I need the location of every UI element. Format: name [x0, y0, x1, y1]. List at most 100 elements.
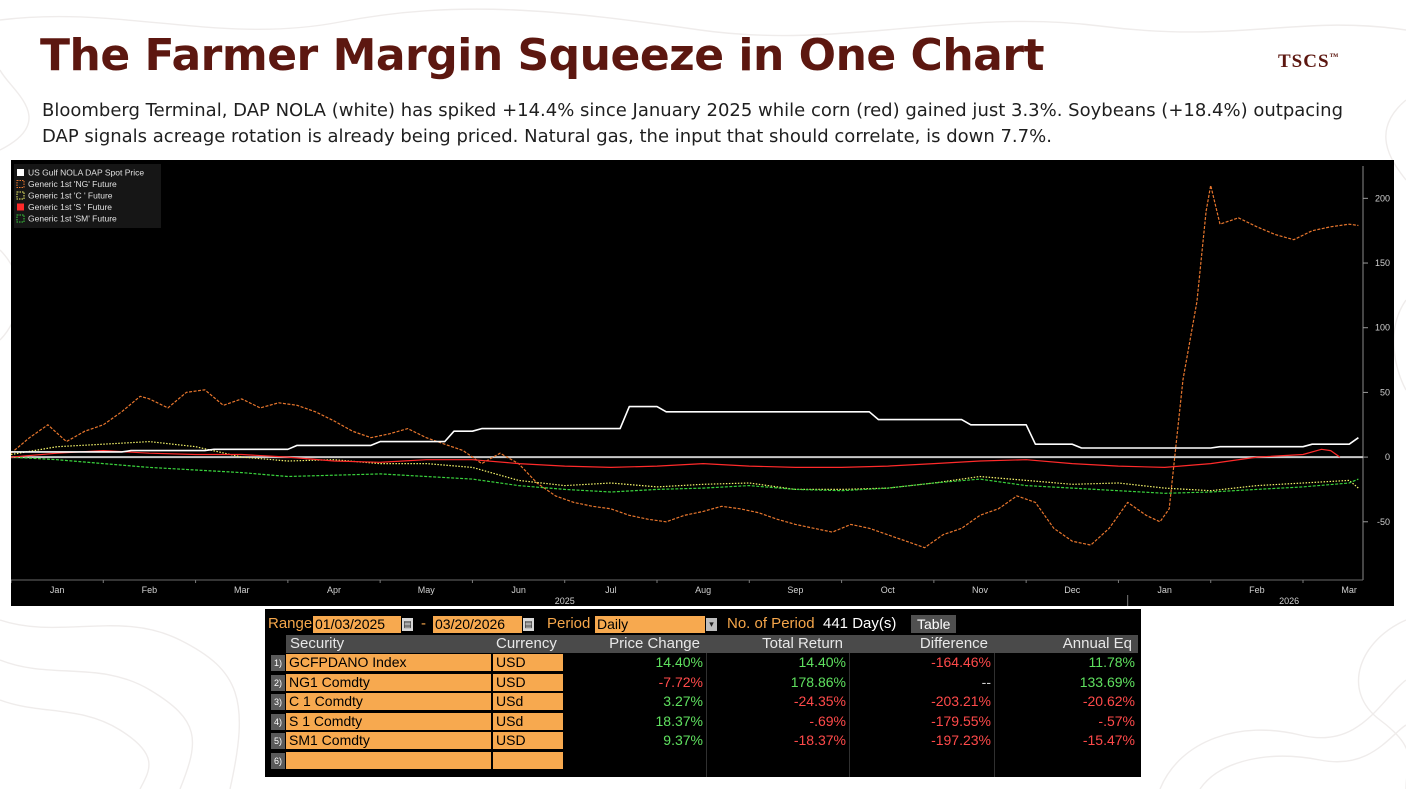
- x-tick-label: Apr: [327, 585, 341, 595]
- x-tick-label: Sep: [787, 585, 803, 595]
- total-return-cell: 14.40%: [798, 654, 846, 670]
- bloomberg-table-panel: Range 01/03/2025 ▤ - 03/20/2026 ▤ Period…: [265, 609, 1141, 777]
- end-date-field[interactable]: 03/20/2026: [433, 616, 522, 633]
- difference-cell: -179.55%: [931, 712, 991, 729]
- row-number: 4): [271, 713, 285, 730]
- security-cell[interactable]: [286, 751, 491, 769]
- brand-name: TSCS: [1278, 51, 1330, 72]
- range-label: Range: [268, 615, 313, 632]
- price-change-cell: -7.72%: [658, 673, 703, 690]
- col-annual-eq-header[interactable]: Annual Eq: [994, 635, 1138, 653]
- legend-label-3: Generic 1st 'S ' Future: [28, 202, 112, 212]
- annual-eq-cell: 11.78%: [1088, 654, 1135, 670]
- legend-marker-1: [16, 180, 25, 188]
- page-title: The Farmer Margin Squeeze in One Chart: [40, 30, 1045, 81]
- price-change-cell: 9.37%: [663, 732, 703, 748]
- difference-cell: -203.21%: [931, 693, 991, 709]
- total-return-cell: -18.37%: [793, 732, 846, 748]
- x-tick-label: Jun: [511, 585, 526, 595]
- difference-cell: [849, 752, 994, 769]
- security-cell[interactable]: C 1 Comdty: [286, 693, 491, 710]
- y-tick-label: -50: [1377, 517, 1390, 527]
- x-tick-label: Jan: [50, 585, 65, 595]
- column-divider: [706, 653, 707, 777]
- col-difference-header[interactable]: Difference: [849, 635, 994, 653]
- series-line-1: [11, 184, 1359, 549]
- x-tick-label: Jul: [605, 585, 617, 595]
- price-change-cell: [564, 752, 706, 769]
- range-dash: -: [421, 615, 426, 632]
- security-cell[interactable]: NG1 Comdty: [286, 673, 491, 691]
- legend-label-1: Generic 1st 'NG' Future: [28, 179, 117, 189]
- row-number: 3): [271, 694, 285, 710]
- total-return-cell: -.69%: [809, 712, 846, 729]
- series-line-0: [11, 405, 1359, 453]
- nperiod-value: 441 Day(s): [823, 615, 897, 632]
- y-tick-label: 50: [1380, 387, 1390, 397]
- x-tick-label: Nov: [972, 585, 989, 595]
- year-label: 2025: [555, 596, 575, 606]
- annual-eq-cell: 133.69%: [1079, 673, 1135, 690]
- annual-eq-cell: -.57%: [1098, 712, 1135, 729]
- security-cell[interactable]: S 1 Comdty: [286, 712, 491, 730]
- table-button[interactable]: Table: [911, 615, 957, 633]
- nperiod-label: No. of Period: [727, 615, 815, 632]
- series-line-2: [11, 441, 1359, 492]
- currency-cell[interactable]: USd: [493, 712, 563, 730]
- brand-logo: TSCS™: [1278, 51, 1339, 73]
- line-chart: 200 150 100 50 0 -50 Jan Feb Mar Apr May Jun Jul Aug S…: [11, 164, 1390, 606]
- chart-description: Bloomberg Terminal, DAP NOLA (white) has…: [42, 100, 1344, 147]
- series-line-3: [11, 448, 1341, 468]
- start-date-field[interactable]: 01/03/2025: [313, 616, 401, 633]
- row-number: 1): [271, 655, 285, 671]
- col-security-header[interactable]: Security: [286, 635, 492, 653]
- row-number: 5): [271, 733, 285, 749]
- column-divider: [994, 653, 995, 777]
- price-change-cell: 3.27%: [663, 693, 703, 709]
- y-tick-label: 200: [1375, 193, 1390, 203]
- annual-eq-cell: -20.62%: [1082, 693, 1135, 709]
- period-dropdown-icon[interactable]: ▾: [706, 618, 717, 631]
- currency-cell[interactable]: USD: [493, 732, 563, 749]
- series-line-4: [11, 456, 1359, 494]
- end-calendar-icon[interactable]: ▤: [523, 618, 534, 631]
- col-total-return-header[interactable]: Total Return: [706, 635, 849, 653]
- legend-label-4: Generic 1st 'SM' Future: [28, 214, 117, 224]
- security-cell[interactable]: GCFPDANO Index: [286, 654, 491, 671]
- trademark-mark: ™: [1329, 51, 1339, 62]
- price-change-cell: 18.37%: [655, 712, 703, 729]
- x-tick-label: May: [418, 585, 436, 595]
- x-tick-label: Dec: [1064, 585, 1081, 595]
- start-calendar-icon[interactable]: ▤: [402, 618, 413, 631]
- price-change-cell: 14.40%: [655, 654, 703, 670]
- difference-cell: -197.23%: [931, 732, 991, 748]
- y-tick-label: 150: [1375, 258, 1390, 268]
- x-tick-label: Feb: [142, 585, 158, 595]
- x-tick-label: Mar: [1341, 585, 1357, 595]
- y-tick-label: 100: [1375, 323, 1390, 333]
- row-number: 2): [271, 674, 285, 691]
- currency-cell[interactable]: USD: [493, 673, 563, 691]
- currency-cell[interactable]: USd: [493, 693, 563, 710]
- legend-marker-0: [17, 169, 24, 176]
- currency-cell[interactable]: [493, 751, 563, 769]
- total-return-cell: -24.35%: [793, 693, 846, 709]
- col-price-change-header[interactable]: Price Change: [564, 635, 706, 653]
- legend-label-0: US Gulf NOLA DAP Spot Price: [28, 168, 144, 178]
- security-cell[interactable]: SM1 Comdty: [286, 732, 491, 749]
- period-label: Period: [547, 615, 591, 632]
- annual-eq-cell: -15.47%: [1082, 732, 1135, 748]
- annual-eq-cell: [994, 752, 1138, 769]
- x-tick-label: Aug: [695, 585, 711, 595]
- x-tick-label: Feb: [1249, 585, 1265, 595]
- difference-cell: --: [981, 673, 991, 690]
- currency-cell[interactable]: USD: [493, 654, 563, 671]
- y-tick-label: 0: [1385, 452, 1390, 462]
- period-select[interactable]: Daily: [595, 616, 705, 633]
- col-currency-header[interactable]: Currency: [492, 635, 564, 653]
- total-return-cell: 178.86%: [790, 673, 846, 690]
- chart-panel: 200 150 100 50 0 -50 Jan Feb Mar Apr May Jun Jul Aug S…: [11, 160, 1394, 606]
- row-number: 6): [271, 752, 285, 769]
- x-tick-label: Jan: [1157, 585, 1172, 595]
- legend-marker-4: [16, 214, 25, 223]
